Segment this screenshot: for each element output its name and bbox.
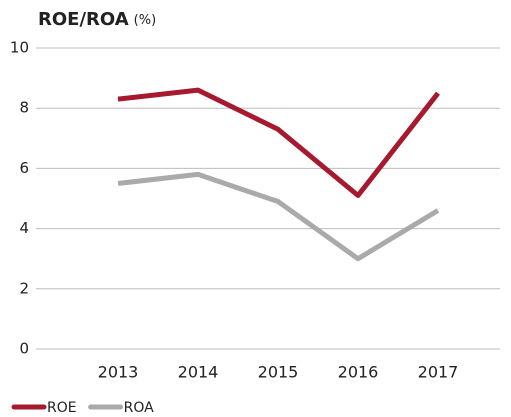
y-tick-label: 8: [19, 99, 29, 117]
x-tick-label: 2016: [338, 363, 379, 382]
x-tick-label: 2013: [98, 363, 139, 382]
legend-label: ROE: [47, 400, 77, 416]
legend-label: ROA: [124, 400, 155, 416]
y-tick-label: 2: [19, 279, 29, 297]
x-tick-label: 2015: [258, 363, 299, 382]
y-tick-label: 10: [10, 39, 29, 57]
line-series: [117, 171, 440, 262]
y-tick-label: 4: [19, 219, 29, 237]
line-series: [117, 87, 440, 198]
title-text: ROE/ROA: [38, 9, 129, 30]
title-unit: (%): [134, 13, 157, 28]
chart-title: ROE/ROA (%): [38, 9, 156, 30]
x-tick-label: 2014: [178, 363, 219, 382]
y-tick-label: 0: [19, 340, 29, 358]
x-tick-label: 2017: [418, 363, 459, 382]
y-tick-label: 6: [19, 159, 29, 177]
